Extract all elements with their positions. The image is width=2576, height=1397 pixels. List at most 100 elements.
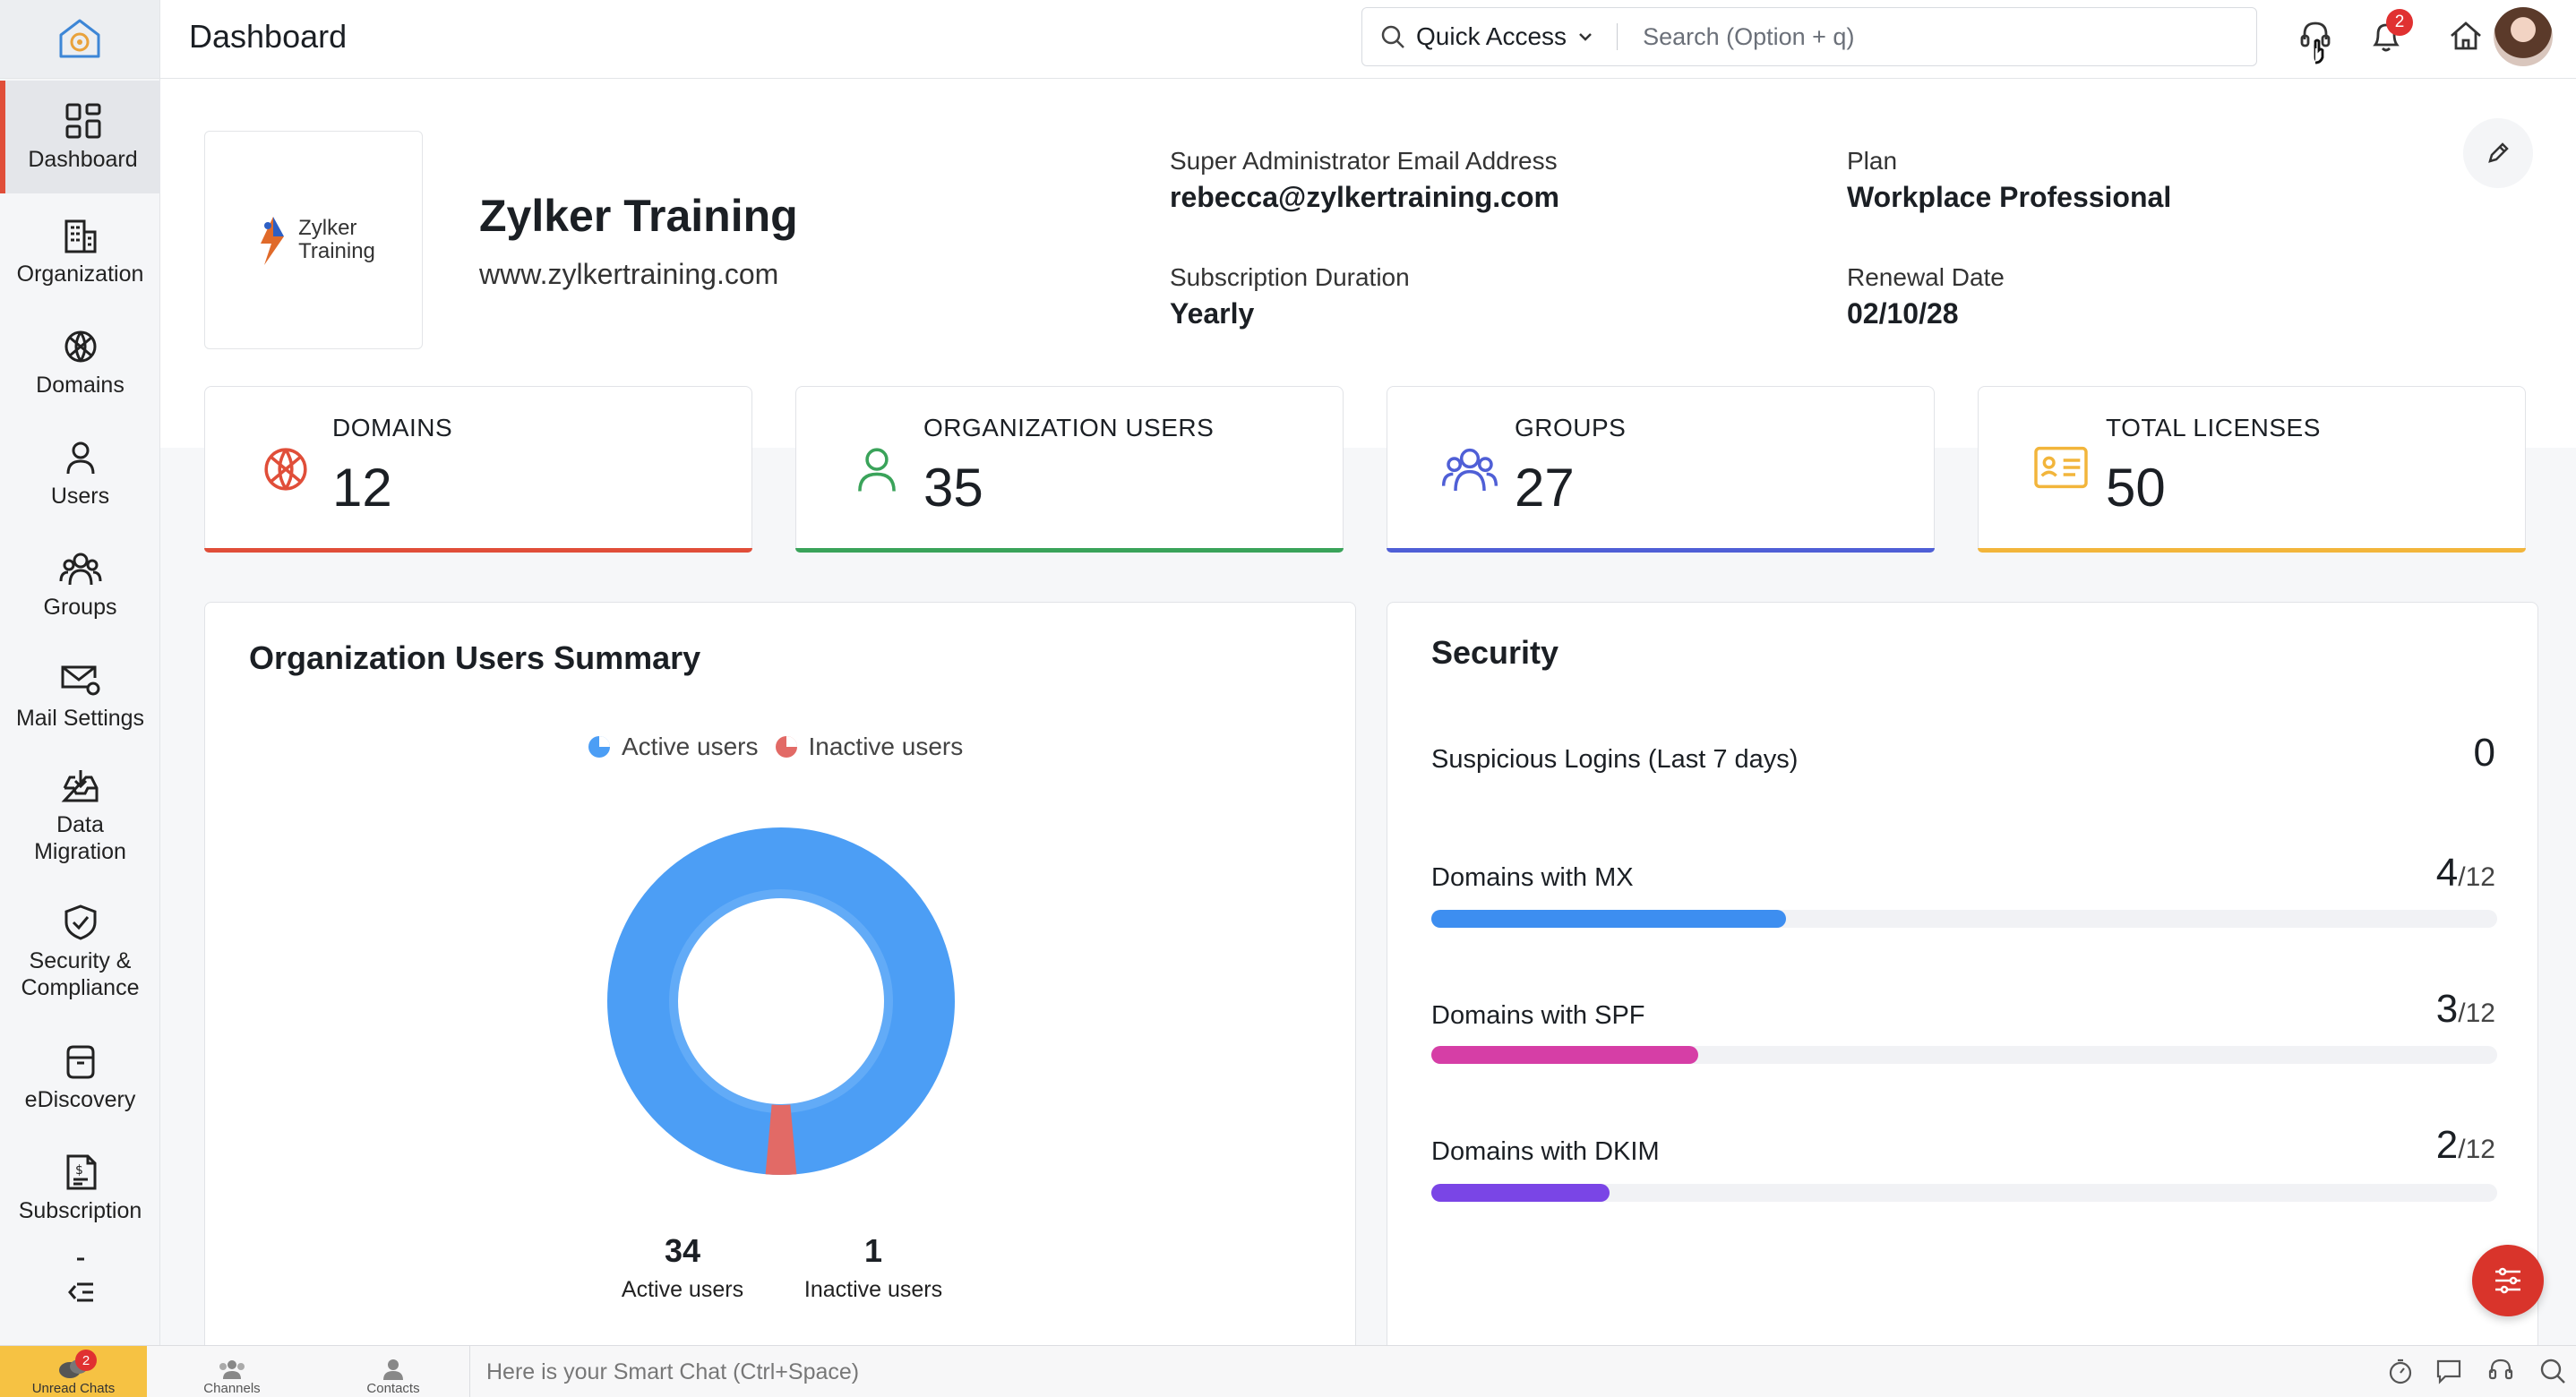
suspicious-logins-value[interactable]: 0 bbox=[2473, 731, 2495, 775]
search-chat-button[interactable] bbox=[2538, 1357, 2567, 1385]
group-icon bbox=[1441, 448, 1498, 492]
sidebar-collapse-button[interactable] bbox=[0, 1254, 160, 1307]
sidebar-item-organization[interactable]: Organization bbox=[0, 202, 160, 301]
channels-icon bbox=[219, 1360, 245, 1379]
invoice-icon: $ bbox=[66, 1154, 96, 1190]
mail-gear-icon bbox=[61, 665, 99, 696]
sidebar-item-label: Subscription bbox=[18, 1198, 142, 1223]
quick-access-dropdown[interactable]: Quick Access bbox=[1362, 8, 1593, 65]
contact-icon bbox=[383, 1359, 403, 1380]
contacts-tab[interactable]: Contacts bbox=[353, 1346, 434, 1397]
support-button[interactable] bbox=[2297, 18, 2333, 64]
unread-chats-label: Unread Chats bbox=[31, 1381, 116, 1396]
users-legend: Active users Inactive users bbox=[588, 733, 963, 761]
bottom-chat-bar: Unread Chats 2 Channels Contacts Here is… bbox=[0, 1345, 2576, 1397]
security-row-value[interactable]: 2/12 bbox=[2435, 1123, 2495, 1167]
renewal-value: 02/10/28 bbox=[1847, 297, 1959, 330]
sidebar-item-subscription[interactable]: $ Subscription bbox=[0, 1139, 160, 1238]
inactive-users-stat: 1 Inactive users bbox=[799, 1232, 948, 1303]
renewal-label: Renewal Date bbox=[1847, 263, 2005, 291]
dkim-progress-track bbox=[1431, 1184, 2497, 1202]
users-summary-panel bbox=[204, 602, 1356, 1345]
sidebar-item-label: Data Migration bbox=[34, 812, 126, 864]
plan-label: Plan bbox=[1847, 147, 1898, 175]
user-avatar[interactable] bbox=[2494, 7, 2553, 66]
stat-value: 12 bbox=[332, 458, 392, 518]
quick-access-label: Quick Access bbox=[1416, 22, 1567, 50]
pie-legend-icon[interactable] bbox=[588, 735, 611, 758]
sidebar-item-users[interactable]: Users bbox=[0, 424, 160, 523]
headset-icon bbox=[2488, 1358, 2513, 1380]
building-icon bbox=[64, 219, 96, 253]
notifications-button[interactable]: 2 bbox=[2370, 9, 2413, 54]
dkim-progress-fill bbox=[1431, 1184, 1610, 1202]
sidebar-item-security-compliance[interactable]: Security & Compliance bbox=[0, 894, 160, 1010]
org-name: Zylker Training bbox=[479, 191, 798, 241]
grid-icon bbox=[65, 103, 100, 139]
search-icon bbox=[1381, 25, 1404, 48]
shield-check-icon bbox=[64, 904, 96, 940]
channels-tab[interactable]: Channels bbox=[192, 1346, 272, 1397]
search-input[interactable]: Search (Option + q) bbox=[1643, 22, 1855, 50]
legend-active-label[interactable]: Active users bbox=[622, 733, 759, 760]
active-users-count: 34 bbox=[664, 1232, 701, 1269]
home-icon bbox=[2451, 21, 2481, 50]
org-website[interactable]: www.zylkertraining.com bbox=[479, 258, 779, 290]
home-button[interactable] bbox=[2448, 18, 2484, 54]
admin-email-value: rebecca@zylkertraining.com bbox=[1170, 181, 1559, 213]
sidebar-item-domains[interactable]: Domains bbox=[0, 313, 160, 412]
stat-label: GROUPS bbox=[1515, 414, 1627, 441]
messages-button[interactable] bbox=[2434, 1357, 2463, 1385]
license-card-icon bbox=[2034, 446, 2088, 489]
sidebar: Dashboard Organization Domains Users Gro… bbox=[0, 0, 160, 1345]
search-bar[interactable]: Quick Access Search (Option + q) bbox=[1361, 7, 2257, 66]
stat-card-total-licenses[interactable]: TOTAL LICENSES 50 bbox=[1978, 386, 2526, 553]
sidebar-item-data-migration[interactable]: Data Migration bbox=[0, 758, 160, 874]
stat-card-domains[interactable]: DOMAINS 12 bbox=[204, 386, 752, 553]
globe-icon bbox=[64, 330, 96, 363]
sidebar-item-label: Organization bbox=[16, 261, 144, 287]
settings-fab-button[interactable] bbox=[2472, 1245, 2544, 1316]
sidebar-item-label: Mail Settings bbox=[15, 706, 145, 731]
sidebar-item-groups[interactable]: Groups bbox=[0, 536, 160, 634]
donut-active-segment[interactable] bbox=[607, 827, 955, 1175]
stat-value: 50 bbox=[2106, 458, 2166, 518]
app-logo[interactable] bbox=[0, 0, 159, 79]
sidebar-item-ediscovery[interactable]: eDiscovery bbox=[0, 1028, 160, 1127]
user-icon bbox=[858, 448, 896, 492]
sidebar-item-label: Groups bbox=[43, 595, 117, 620]
users-summary-title: Organization Users Summary bbox=[249, 639, 701, 676]
archive-box-icon bbox=[66, 1045, 94, 1079]
stat-card-organization-users[interactable]: ORGANIZATION USERS 35 bbox=[795, 386, 1344, 553]
security-row-value[interactable]: 3/12 bbox=[2435, 987, 2495, 1031]
sidebar-item-mail-settings[interactable]: Mail Settings bbox=[0, 647, 160, 745]
unread-chats-tab[interactable]: Unread Chats 2 bbox=[0, 1346, 147, 1397]
suspicious-logins-label: Suspicious Logins (Last 7 days) bbox=[1431, 745, 1799, 774]
stat-card-groups[interactable]: GROUPS 27 bbox=[1387, 386, 1935, 553]
stopwatch-icon bbox=[2389, 1358, 2412, 1384]
sidebar-item-label: Security & Compliance bbox=[21, 948, 140, 1000]
legend-inactive-label[interactable]: Inactive users bbox=[808, 733, 964, 760]
org-logo: Zylker Training bbox=[204, 131, 423, 349]
security-row-label: Domains with MX bbox=[1431, 863, 1634, 892]
org-logo-text-2: Training bbox=[298, 239, 375, 263]
smart-chat-input[interactable]: Here is your Smart Chat (Ctrl+Space) bbox=[469, 1346, 2377, 1397]
mx-progress-track bbox=[1431, 910, 2497, 928]
support-chat-button[interactable] bbox=[2486, 1357, 2515, 1385]
inactive-users-label: Inactive users bbox=[803, 1277, 943, 1302]
spf-progress-track bbox=[1431, 1046, 2497, 1064]
edit-org-button[interactable] bbox=[2463, 118, 2533, 188]
stat-label: ORGANIZATION USERS bbox=[923, 414, 1215, 441]
spf-progress-fill bbox=[1431, 1046, 1698, 1064]
stat-value: 27 bbox=[1515, 458, 1575, 518]
active-users-label: Active users bbox=[621, 1277, 744, 1302]
user-icon bbox=[66, 441, 94, 475]
pie-legend-icon[interactable] bbox=[775, 735, 798, 758]
top-header: Dashboard Quick Access Search (Option + … bbox=[160, 0, 2576, 79]
stat-label: DOMAINS bbox=[332, 414, 453, 441]
sidebar-item-dashboard[interactable]: Dashboard bbox=[0, 81, 160, 193]
sidebar-item-label: Domains bbox=[36, 373, 125, 398]
timer-button[interactable] bbox=[2386, 1357, 2415, 1385]
inactive-users-count: 1 bbox=[863, 1232, 883, 1269]
security-row-value[interactable]: 4/12 bbox=[2435, 851, 2495, 895]
